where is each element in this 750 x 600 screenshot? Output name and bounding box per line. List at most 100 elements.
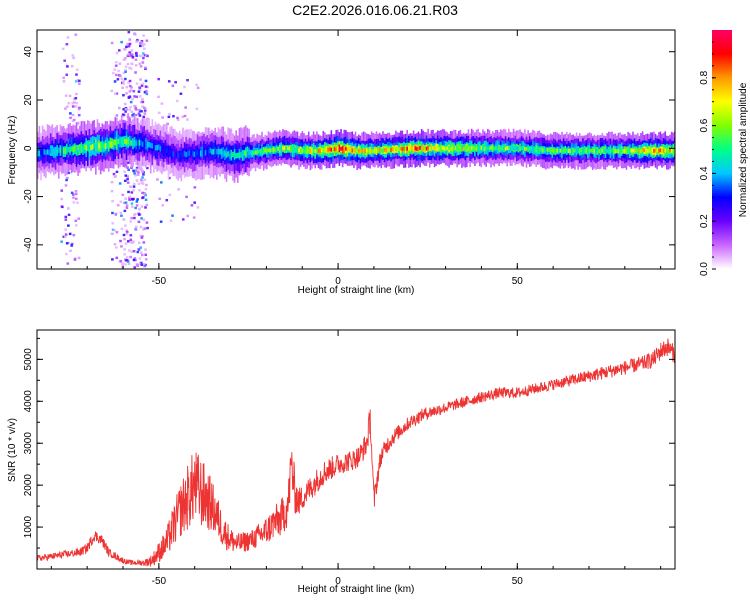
spectrogram-speckle <box>139 225 143 229</box>
spectrogram-speckle <box>142 56 145 60</box>
spectrogram-speckle <box>142 241 146 244</box>
spectrogram-cell <box>143 141 146 147</box>
spectrogram-cell <box>467 146 470 151</box>
spectrogram-speckle <box>72 201 76 204</box>
spectrogram-cell <box>406 146 408 151</box>
spectrogram-cell <box>412 146 415 151</box>
spectrogram-cell <box>430 146 433 150</box>
spectrogram-cell <box>180 151 183 157</box>
spectrogram-cell <box>119 138 121 145</box>
spectrogram-cell <box>157 144 160 150</box>
spectrogram-speckle <box>184 106 187 109</box>
spectrogram-speckle <box>141 61 145 64</box>
spectrogram-speckle <box>63 59 66 62</box>
spectrogram-cell <box>498 146 500 151</box>
spectrogram-cell <box>162 147 165 154</box>
spectrogram-speckle <box>122 71 126 75</box>
spectrogram-cell <box>456 145 458 150</box>
spectrogram-speckle <box>142 262 146 266</box>
spectrogram-speckle <box>142 34 145 37</box>
spectrogram-cell <box>345 146 347 151</box>
spectrogram-speckle <box>141 182 145 185</box>
spectrogram-cell <box>637 148 639 153</box>
snr-ytick-label: 5000 <box>23 348 34 371</box>
spectrogram-speckle <box>125 206 129 209</box>
spectrogram-cell <box>133 140 136 146</box>
spectrogram-speckle <box>131 115 134 118</box>
spectrogram-cell <box>554 148 557 153</box>
spectrogram-speckle <box>126 260 130 263</box>
spectrogram-speckle <box>140 236 144 239</box>
spectrogram-speckle <box>63 235 67 238</box>
spectrogram-speckle <box>141 170 144 173</box>
spectrogram-speckle <box>144 66 147 70</box>
spectrogram-cell <box>333 147 336 152</box>
spectrogram-speckle <box>144 198 148 202</box>
spectrogram-speckle <box>69 112 72 115</box>
spectrogram-speckle <box>113 229 116 232</box>
spectrogram-cell <box>440 145 442 150</box>
spectrogram-cell <box>54 148 57 155</box>
spectrogram-speckle <box>140 110 143 113</box>
spectrogram-cell <box>41 150 44 156</box>
spectrogram-speckle <box>66 105 69 108</box>
spectrogram-cell <box>427 145 429 150</box>
spectrogram-speckle <box>135 200 139 203</box>
spectrogram-speckle <box>141 100 145 104</box>
spectrogram-speckle <box>65 73 69 76</box>
spectrogram-cell <box>277 146 279 151</box>
colorbar-scale <box>712 30 732 269</box>
spectrogram-speckle <box>132 112 135 116</box>
spectrogram-speckle <box>135 108 138 111</box>
spectrogram-cell <box>441 145 444 150</box>
spectrogram-cell <box>370 149 373 154</box>
spectrogram-cell <box>566 148 568 153</box>
spectrogram-speckle <box>144 193 147 197</box>
spectrogram-cell <box>506 146 508 150</box>
spectrogram-cell <box>607 148 610 153</box>
spectrogram-ytick-label: -40 <box>23 237 34 252</box>
spectrogram-xtick-label: -50 <box>152 276 167 287</box>
spectrogram-cell <box>298 148 300 153</box>
spectrogram-speckle <box>119 200 123 203</box>
spectrogram-speckle <box>69 116 72 120</box>
spectrogram-cell <box>477 146 479 150</box>
spectrogram-cell <box>582 149 584 153</box>
spectrogram-speckle <box>128 198 131 201</box>
spectrogram-speckle <box>119 74 122 78</box>
spectrogram-cell <box>159 146 162 152</box>
spectrogram-speckle <box>140 263 144 266</box>
spectrogram-cell <box>203 148 205 154</box>
spectrogram-cell <box>361 149 363 153</box>
spectrogram-cell <box>432 146 434 150</box>
spectrogram-cell <box>212 149 215 155</box>
spectrogram-cell <box>127 138 129 144</box>
spectrogram-cell <box>351 148 354 153</box>
spectrogram-cell <box>96 142 99 149</box>
spectrogram-cell <box>648 148 650 153</box>
spectrogram-speckle <box>64 228 67 231</box>
snr-series-line <box>37 338 675 567</box>
spectrogram-speckle <box>132 185 136 188</box>
spectrogram-speckle <box>134 58 138 61</box>
spectrogram-cell <box>622 149 625 153</box>
spectrogram-cell <box>256 150 258 155</box>
spectrogram-speckle <box>127 168 130 172</box>
spectrogram-cell <box>380 148 383 153</box>
spectrogram-cell <box>216 149 218 155</box>
spectrogram-cell <box>583 149 586 154</box>
spectrogram-speckle <box>111 211 114 215</box>
spectrogram-cell <box>449 146 452 151</box>
spectrogram-cell <box>112 140 115 146</box>
spectrogram-speckle <box>74 190 78 193</box>
spectrogram-cell <box>319 148 321 153</box>
spectrogram-xtick-label: 0 <box>335 276 341 287</box>
spectrogram-speckle <box>129 89 133 92</box>
spectrogram-cell <box>438 146 441 151</box>
spectrogram-speckle <box>193 201 196 204</box>
spectrogram-speckle <box>157 77 160 81</box>
spectrogram-cell <box>354 148 357 153</box>
spectrogram-speckle <box>134 71 137 74</box>
spectrogram-speckle <box>74 97 78 100</box>
